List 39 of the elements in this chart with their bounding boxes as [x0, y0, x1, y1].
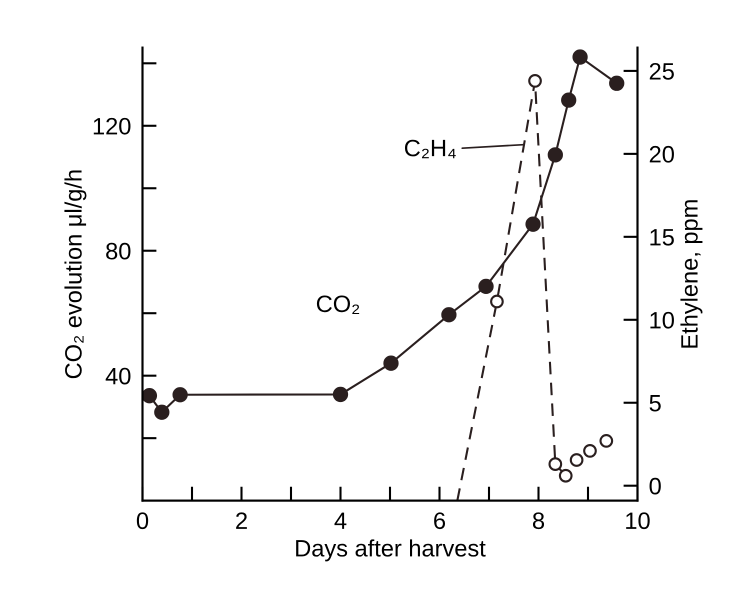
- point: [548, 457, 562, 471]
- y-tick-label: 120: [94, 118, 130, 135]
- point: [478, 278, 494, 294]
- point: [561, 92, 576, 108]
- x-tick-label: 4: [334, 512, 346, 529]
- point: [142, 388, 158, 404]
- point: [383, 356, 399, 371]
- point: [154, 404, 170, 420]
- point: [441, 307, 457, 322]
- annotation: CO₂: [316, 295, 360, 314]
- x-tick-label: 8: [532, 512, 544, 530]
- point: [332, 386, 348, 402]
- y2-tick-label: 5: [650, 395, 661, 412]
- annotation: C₂H₄: [404, 140, 456, 158]
- y2-tick-label: 0: [650, 478, 661, 494]
- point: [490, 294, 504, 308]
- point: [572, 49, 588, 65]
- y-axis-title: CO₂ evolution μl/g/h: [64, 170, 86, 378]
- y-tick-label: 40: [106, 368, 130, 384]
- y-tick-label: 80: [106, 242, 130, 260]
- y2-tick-label: 20: [650, 146, 674, 163]
- point: [525, 216, 541, 232]
- point: [558, 468, 573, 483]
- y2-tick-label: 10: [650, 312, 674, 329]
- point: [583, 444, 597, 458]
- y2-tick-label: 15: [650, 229, 674, 246]
- point: [609, 76, 624, 91]
- y2-tick-label: 25: [650, 62, 674, 80]
- x-tick-label: 6: [434, 512, 446, 530]
- x-tick-label: 0: [136, 512, 148, 530]
- point: [570, 453, 584, 467]
- point: [172, 387, 188, 402]
- x-tick-label: 10: [626, 512, 650, 530]
- point: [548, 147, 563, 162]
- x-axis-title: Days after harvest: [296, 539, 486, 562]
- y2-axis-title: Ethylene, ppm: [680, 200, 702, 348]
- x-tick-label: 2: [236, 512, 247, 529]
- point: [599, 434, 614, 448]
- point: [528, 74, 542, 88]
